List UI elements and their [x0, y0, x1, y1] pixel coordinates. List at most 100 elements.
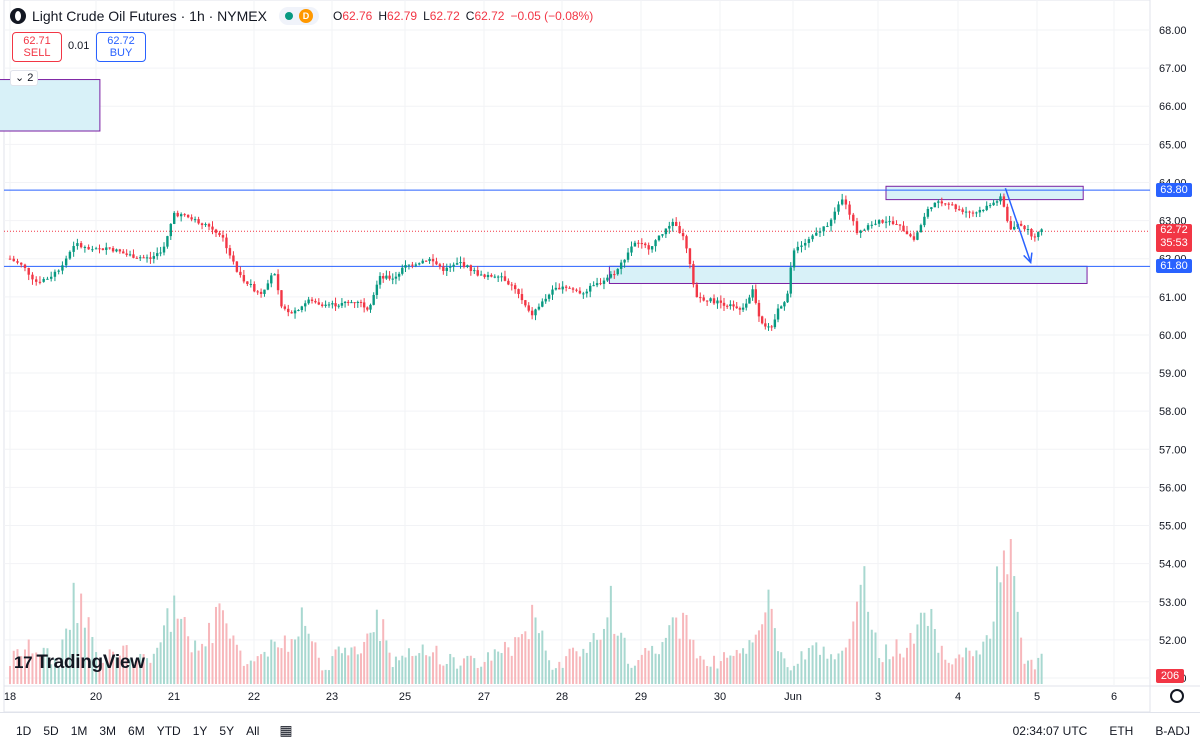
volume-bar — [35, 652, 38, 684]
volume-bar — [815, 642, 818, 684]
volume-bar — [9, 665, 11, 684]
volume-bar — [585, 652, 588, 684]
volume-bar — [91, 636, 94, 684]
candle-body — [72, 246, 75, 252]
open-key: O — [332, 9, 343, 23]
y-tick-label: 60.00 — [1159, 330, 1187, 342]
volume-bar — [283, 635, 286, 684]
candle-body — [789, 267, 792, 294]
close-value: 62.72 — [474, 9, 505, 23]
y-tick-label: 53.00 — [1159, 597, 1187, 609]
range-3m[interactable]: 3M — [99, 723, 117, 738]
volume-bar — [180, 618, 183, 684]
candle-body — [848, 204, 851, 215]
candle-body — [524, 300, 527, 306]
volume-bar — [616, 635, 619, 684]
volume-bar — [142, 654, 145, 684]
candle-body — [988, 205, 992, 207]
volume-bar — [414, 655, 417, 684]
sell-button[interactable]: 62.71 SELL — [12, 32, 62, 62]
adjustment-toggle[interactable]: B-ADJ — [1155, 723, 1190, 738]
volume-bar — [719, 661, 722, 684]
settings-gear-icon[interactable] — [1170, 689, 1184, 703]
tradingview-logo[interactable]: 17 TradingView — [14, 652, 145, 674]
range-1m[interactable]: 1M — [70, 723, 88, 738]
range-5y[interactable]: 5Y — [219, 723, 235, 738]
volume-bar — [486, 652, 489, 684]
volume-bar — [1009, 539, 1012, 684]
candle-body — [705, 300, 709, 302]
delayed-data-badge: D — [298, 9, 313, 23]
range-6m[interactable]: 6M — [128, 723, 145, 738]
candle-body — [564, 286, 568, 288]
candle-body — [930, 207, 933, 210]
x-tick-label: 5 — [1034, 691, 1040, 703]
candle-body — [378, 276, 382, 285]
candle-body — [466, 265, 469, 267]
volume-bar — [27, 639, 30, 684]
range-all[interactable]: All — [246, 723, 260, 738]
volume-bar — [176, 618, 179, 684]
volume-bar — [578, 656, 581, 684]
volume-bar — [280, 648, 283, 684]
status-pills[interactable]: D — [278, 7, 319, 25]
candle-body — [462, 262, 466, 267]
volume-bar — [855, 601, 858, 684]
buy-button[interactable]: 62.72 BUY — [96, 32, 146, 62]
calendar-goto-icon[interactable]: ▦ — [279, 722, 293, 738]
volume-bar — [940, 645, 943, 684]
volume-bar — [435, 645, 438, 684]
candle-body — [421, 260, 424, 264]
volume-bar — [510, 655, 513, 684]
volume-bar — [630, 667, 633, 684]
candle-body — [418, 263, 421, 265]
volume-bar — [23, 649, 26, 684]
volume-bar — [249, 660, 252, 684]
volume-bar — [156, 647, 159, 684]
range-1y[interactable]: 1Y — [192, 723, 208, 738]
volume-bar — [159, 642, 162, 684]
volume-bar — [211, 643, 214, 684]
candle-body — [340, 303, 344, 306]
volume-bar — [388, 652, 391, 684]
close-key: C — [465, 9, 475, 23]
candle-body — [385, 275, 388, 279]
candle-body — [473, 270, 476, 272]
volume-bar — [452, 657, 455, 684]
candle-body — [404, 265, 407, 268]
candle-body — [366, 307, 369, 310]
candle-body — [968, 211, 971, 213]
volume-bar — [954, 658, 957, 684]
volume-bar — [841, 650, 844, 684]
volume-bar — [197, 650, 200, 684]
session-toggle[interactable]: ETH — [1109, 723, 1134, 738]
x-tick-label: 20 — [90, 691, 102, 703]
candle-body — [678, 225, 681, 234]
price-chart[interactable]: 68.0067.0066.0065.0064.0063.0062.0061.00… — [0, 0, 1200, 712]
symbol-title[interactable]: Light Crude Oil Futures · 1h · NYMEX — [32, 8, 267, 24]
utc-clock[interactable]: 02:34:07 UTC — [1012, 723, 1088, 738]
candle-body — [337, 305, 340, 307]
candle-body — [732, 304, 735, 307]
candle-body — [280, 290, 283, 307]
candle-body — [401, 267, 404, 274]
buy-label: BUY — [109, 47, 133, 59]
indicators-collapse-toggle[interactable]: ⌄ 2 — [10, 70, 39, 86]
volume-bar — [214, 606, 217, 684]
range-1d[interactable]: 1D — [16, 723, 32, 738]
candle-body — [476, 270, 479, 276]
volume-bar — [16, 649, 19, 684]
chart-header: Light Crude Oil Futures · 1h · NYMEX D O… — [10, 6, 593, 26]
bottom-right-status: 02:34:07 UTC ETH B-ADJ — [1013, 724, 1190, 738]
volume-bar — [1033, 669, 1036, 684]
volume-tag: 206 — [1156, 669, 1184, 683]
range-ytd[interactable]: YTD — [156, 723, 181, 738]
y-tick-label: 61.00 — [1159, 292, 1187, 304]
candle-body — [748, 297, 751, 304]
trend-arrow-shaft — [1004, 187, 1032, 263]
candle-body — [826, 225, 829, 227]
candle-body — [483, 274, 486, 278]
candle-body — [1002, 196, 1006, 207]
range-5d[interactable]: 5D — [43, 723, 59, 738]
volume-bar — [125, 645, 128, 684]
